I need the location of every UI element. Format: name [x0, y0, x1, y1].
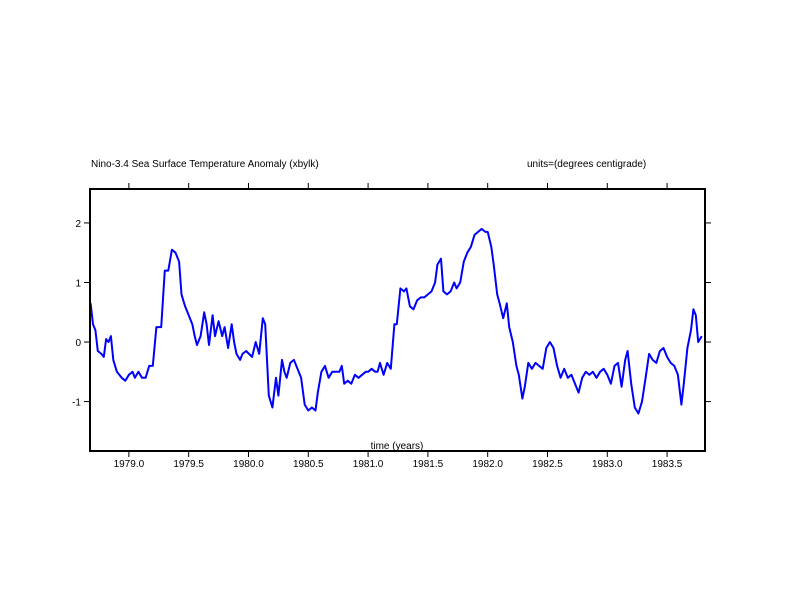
x-tick-label: 1983.5	[652, 459, 683, 470]
chart-title: Nino-3.4 Sea Surface Temperature Anomaly…	[91, 159, 319, 170]
x-tick-label: 1981.0	[353, 459, 384, 470]
x-tick-label: 1982.5	[532, 459, 563, 470]
y-tick-label: -1	[72, 398, 81, 409]
x-tick-label: 1980.0	[233, 459, 264, 470]
x-tick-label: 1979.5	[173, 459, 204, 470]
x-axis-label: time (years)	[371, 441, 424, 452]
x-tick-labels: 1979.0 1979.5 1980.0 1980.5 1981.0 1981.5 1982…	[114, 459, 683, 470]
x-tick-label: 1983.0	[592, 459, 623, 470]
y-tick-label: 0	[75, 338, 81, 349]
series-line-nino34	[89, 227, 703, 415]
x-tick-label: 1981.5	[413, 459, 444, 470]
y-tick-labels: -1 0 1 2	[72, 219, 81, 409]
plot-frame	[89, 188, 706, 452]
units-label: units=(degrees centigrade)	[527, 159, 646, 170]
x-tick-label: 1980.5	[293, 459, 324, 470]
y-tick-label: 2	[75, 219, 81, 230]
y-tick-label: 1	[75, 278, 81, 289]
x-tick-label: 1979.0	[114, 459, 145, 470]
x-tick-label: 1982.0	[472, 459, 503, 470]
